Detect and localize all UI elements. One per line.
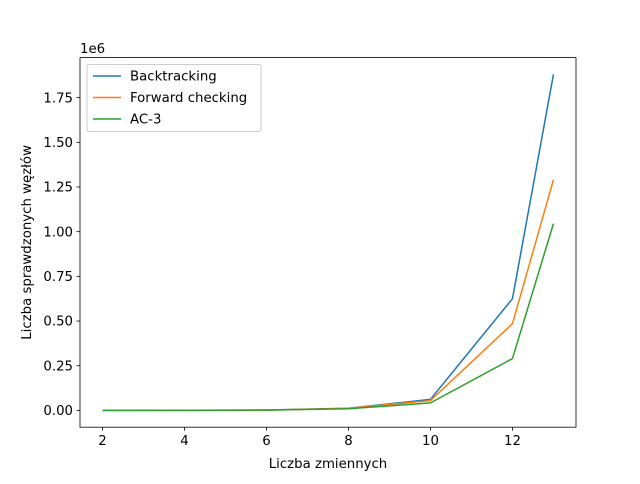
y-tick-label: 1.25 bbox=[43, 181, 73, 196]
x-axis-ticks: 2 4 6 8 10 12 bbox=[98, 427, 521, 449]
y-tick-label: 1.75 bbox=[43, 91, 73, 106]
x-tick-label: 8 bbox=[344, 434, 352, 449]
y-axis-ticks: 0.00 0.25 0.50 0.75 1.00 1.25 1.50 1.75 bbox=[43, 91, 80, 419]
x-axis-label: Liczba zmiennych bbox=[269, 457, 387, 472]
x-tick-label: 6 bbox=[262, 434, 270, 449]
y-axis-offset-label: 1e6 bbox=[80, 42, 105, 57]
y-tick-label: 1.50 bbox=[43, 136, 73, 151]
legend-box bbox=[86, 64, 262, 132]
legend-label-forward-checking: Forward checking bbox=[130, 91, 247, 106]
series-line-ac-3 bbox=[102, 223, 555, 412]
y-tick-label: 0.50 bbox=[43, 315, 73, 330]
x-tick-label: 12 bbox=[504, 434, 521, 449]
series-layer bbox=[102, 74, 555, 412]
legend-label-ac-3: AC-3 bbox=[130, 113, 161, 128]
legend: Backtracking Forward checking AC-3 bbox=[86, 64, 262, 132]
x-tick-label: 10 bbox=[422, 434, 439, 449]
y-tick-label: 0.75 bbox=[43, 270, 73, 285]
legend-label-backtracking: Backtracking bbox=[130, 70, 217, 85]
x-tick-label: 4 bbox=[180, 434, 188, 449]
y-axis-label: Liczba sprawdzonych węzłów bbox=[19, 145, 35, 340]
y-tick-label: 0.25 bbox=[43, 359, 73, 374]
plot-frame bbox=[79, 57, 577, 428]
y-tick-label: 0.00 bbox=[43, 404, 73, 419]
y-tick-label: 1.00 bbox=[43, 225, 73, 240]
x-tick-label: 2 bbox=[98, 434, 106, 449]
